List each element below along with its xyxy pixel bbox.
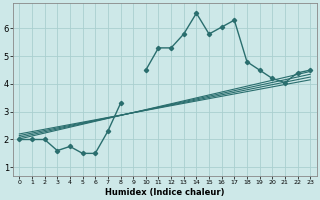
X-axis label: Humidex (Indice chaleur): Humidex (Indice chaleur) xyxy=(105,188,225,197)
